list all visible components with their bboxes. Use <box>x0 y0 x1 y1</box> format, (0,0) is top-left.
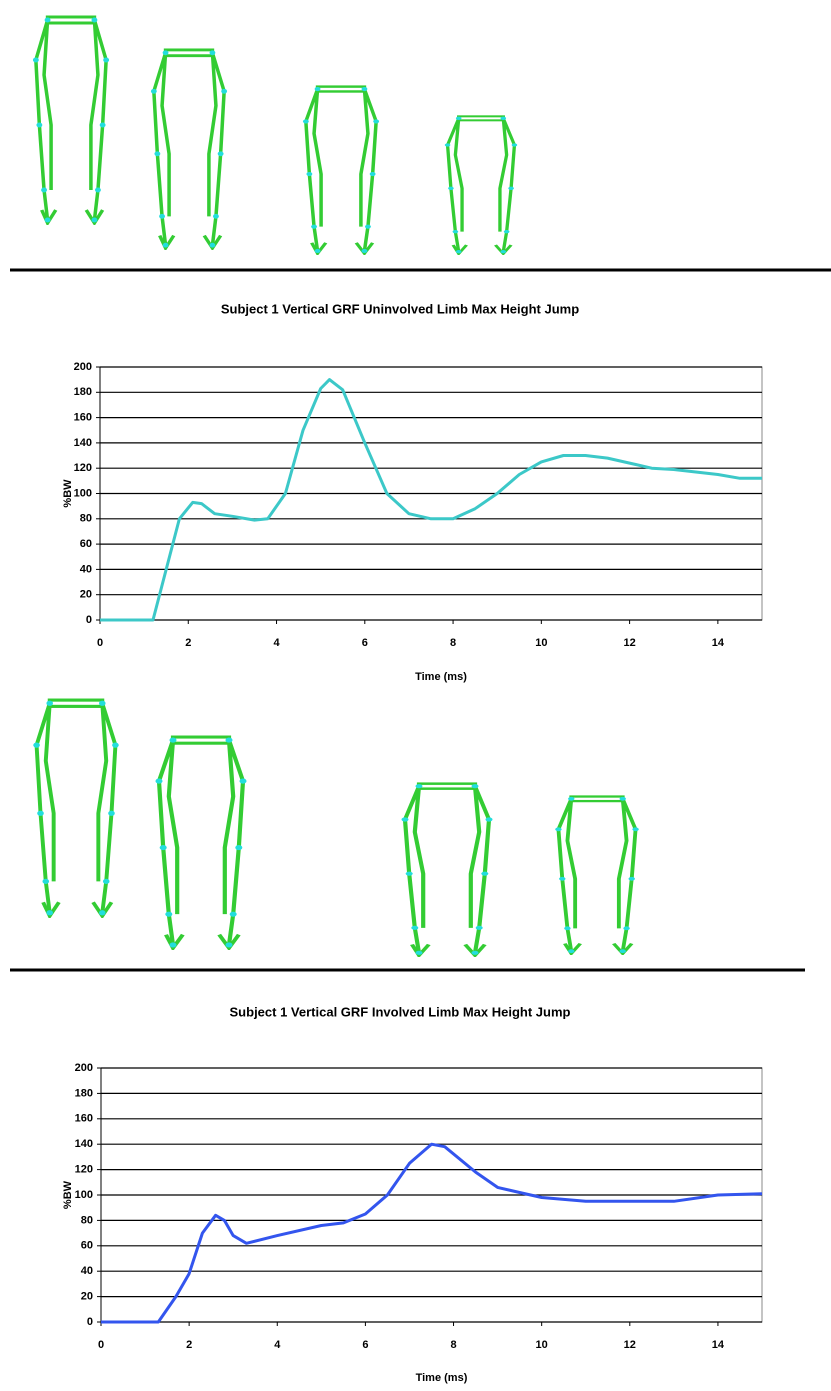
stick-figure <box>301 85 381 255</box>
data-line <box>100 378 762 622</box>
stick-figure <box>553 795 641 955</box>
y-tick-label: 20 <box>80 589 92 601</box>
x-tick-label: 12 <box>623 637 635 649</box>
x-tick-label: 14 <box>712 1339 725 1351</box>
y-tick-label: 20 <box>81 1291 93 1303</box>
x-axis-label: Time (ms) <box>416 1372 468 1384</box>
y-tick-label: 100 <box>75 1189 93 1201</box>
y-tick-label: 60 <box>80 538 92 550</box>
y-tick-label: 60 <box>81 1240 93 1252</box>
x-tick-label: 0 <box>98 1339 104 1351</box>
x-tick-label: 10 <box>536 1339 548 1351</box>
x-tick-label: 2 <box>185 637 191 649</box>
y-axis-label: %BW <box>62 1180 74 1209</box>
x-tick-label: 10 <box>535 637 547 649</box>
data-line <box>101 1142 763 1324</box>
y-axis-label: %BW <box>62 479 74 508</box>
y-tick-label: 180 <box>74 386 92 398</box>
y-tick-label: 80 <box>80 513 92 525</box>
y-tick-label: 80 <box>81 1214 93 1226</box>
y-tick-label: 120 <box>75 1164 93 1176</box>
x-tick-label: 8 <box>450 637 456 649</box>
stick-figure <box>31 698 121 918</box>
y-tick-label: 160 <box>74 412 92 424</box>
y-tick-label: 180 <box>75 1087 93 1099</box>
x-tick-label: 0 <box>97 637 103 649</box>
y-tick-label: 40 <box>80 563 92 575</box>
chart-title: Subject 1 Vertical GRF Uninvolved Limb M… <box>221 301 579 316</box>
y-tick-label: 40 <box>81 1265 93 1277</box>
stick-figure <box>402 784 493 956</box>
x-tick-label: 12 <box>624 1339 636 1351</box>
y-tick-label: 0 <box>86 614 92 626</box>
stick-figure <box>149 48 229 250</box>
y-tick-label: 140 <box>75 1138 93 1150</box>
y-tick-label: 100 <box>74 487 92 499</box>
y-tick-label: 0 <box>87 1316 93 1328</box>
y-tick-label: 160 <box>75 1113 93 1125</box>
y-tick-label: 200 <box>74 361 92 373</box>
x-tick-label: 4 <box>274 1339 281 1351</box>
y-tick-label: 200 <box>75 1062 93 1074</box>
x-tick-label: 8 <box>450 1339 456 1351</box>
y-tick-label: 120 <box>74 462 92 474</box>
x-tick-label: 6 <box>362 1339 368 1351</box>
x-tick-label: 6 <box>362 637 368 649</box>
stick-figure <box>156 737 247 948</box>
x-tick-label: 2 <box>186 1339 192 1351</box>
chart-title: Subject 1 Vertical GRF Involved Limb Max… <box>230 1004 571 1019</box>
x-axis-label: Time (ms) <box>415 671 467 683</box>
stick-figure <box>443 115 519 255</box>
x-tick-label: 4 <box>273 637 280 649</box>
x-tick-label: 14 <box>712 637 725 649</box>
stick-figure <box>31 15 111 225</box>
y-tick-label: 140 <box>74 437 92 449</box>
